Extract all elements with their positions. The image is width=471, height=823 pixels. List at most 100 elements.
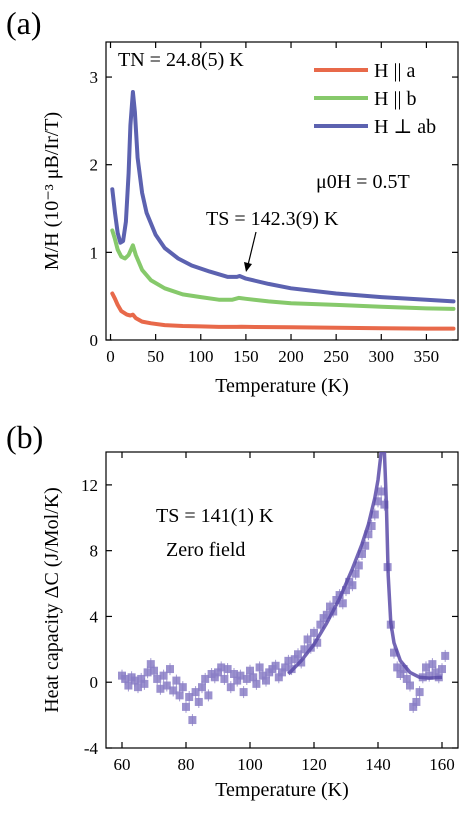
data-point [169,686,178,695]
data-point [226,683,235,692]
panel-b-ytick-label: 0 [90,673,99,692]
data-point [338,599,347,608]
data-point [370,510,379,519]
data-point [438,665,446,674]
data-point [223,665,232,674]
data-point [284,656,293,665]
panel-b-label: (b) [6,419,43,455]
panel-b: (b) 60 80 100 120 140 160 -4 0 4 8 12 Temperature … [6,419,459,801]
data-point [124,681,133,690]
legend-label-0: H || a [374,60,415,82]
panel-b-xtick-label: 80 [178,755,195,774]
data-point [332,596,341,604]
panel-b-xtick-label: 60 [114,755,131,774]
panel-b-xtick-label: 160 [429,755,455,774]
panel-a-xtick-label: 250 [323,347,349,366]
panel-a-xtick-label: 350 [414,347,440,366]
series-line-2 [110,90,456,304]
legend-label-1: H || b [374,88,416,110]
panel-a-xtick-label: 50 [147,347,164,366]
panel-b-xtick-label: 100 [237,755,263,774]
panel-a-annotation-tn: TN = 24.8(5) K [118,49,244,71]
data-point [146,660,155,669]
data-point [322,610,331,619]
panel-b-fit [287,452,443,680]
panel-a-ytick-label: 1 [90,243,99,262]
panel-b-ytick-label: 4 [90,607,99,626]
data-point [130,676,139,685]
data-point [140,679,149,688]
panel-b-annotation-ts: TS = 141(1) K [156,505,274,527]
data-point [188,716,197,725]
panel-b-frame [105,451,459,749]
data-point [262,676,270,685]
data-point [246,666,254,675]
panel-b-annotation-field: Zero field [166,539,245,561]
panel-b-ticks: 60 80 100 120 140 160 -4 0 4 8 12 [81,452,458,774]
panel-a-xtick-label: 150 [233,347,259,366]
data-point [191,688,200,697]
panel-a: (a) 0 50 100 150 200 250 300 350 0 1 2 3 Temperatur… [6,5,459,397]
panel-a-series [110,90,456,331]
data-point [358,549,366,558]
data-point [185,693,194,702]
data-point [281,663,290,672]
data-point [428,660,437,669]
data-point [217,663,226,672]
panel-a-frame [105,41,459,341]
data-point [422,663,430,672]
data-point [374,497,382,506]
data-point [236,671,245,680]
panel-a-xtick-label: 300 [369,347,395,366]
panel-a-ytick-label: 2 [90,156,99,175]
data-point [348,581,357,590]
data-point [342,586,350,595]
fit-curve [287,452,443,680]
data-point [364,530,373,539]
data-point [294,650,302,659]
data-point [377,487,386,496]
data-point [153,674,162,683]
data-point [271,661,280,670]
data-point [210,673,219,682]
panel-a-ts-arrow [247,231,257,266]
panel-b-xtick-label: 120 [301,755,327,774]
data-point [300,645,309,654]
data-point [380,500,389,509]
panel-b-ytick-label: 12 [81,476,98,495]
data-point [390,648,398,657]
data-point [201,674,210,683]
data-point [396,670,405,678]
data-point [316,620,325,629]
data-point [393,663,402,672]
data-point [178,683,187,692]
data-point [258,671,267,680]
data-point [159,671,168,680]
panel-a-xtick-label: 0 [106,347,115,366]
data-point [303,635,312,644]
data-point [233,676,242,685]
data-point [278,668,286,677]
data-point [351,569,360,578]
data-point [134,683,142,692]
data-point [172,676,181,685]
data-point [412,697,421,706]
data-point [402,674,411,683]
data-point [274,673,283,682]
data-point [204,691,213,700]
data-point [143,668,152,677]
data-point [198,683,206,692]
data-point [415,688,424,697]
data-point [354,561,363,570]
data-point [230,670,238,678]
data-point [175,691,184,700]
panel-a-annotation-field: μ0H = 0.5T [316,171,410,193]
legend-label-2: H ⊥ ab [374,116,436,138]
panel-a-ticks: 0 50 100 150 200 250 300 350 0 1 2 3 [90,42,458,366]
data-point [409,702,418,711]
data-point [214,668,222,677]
data-point [367,522,376,530]
panel-a-legend: H || a H || b H ⊥ ab [314,60,436,138]
